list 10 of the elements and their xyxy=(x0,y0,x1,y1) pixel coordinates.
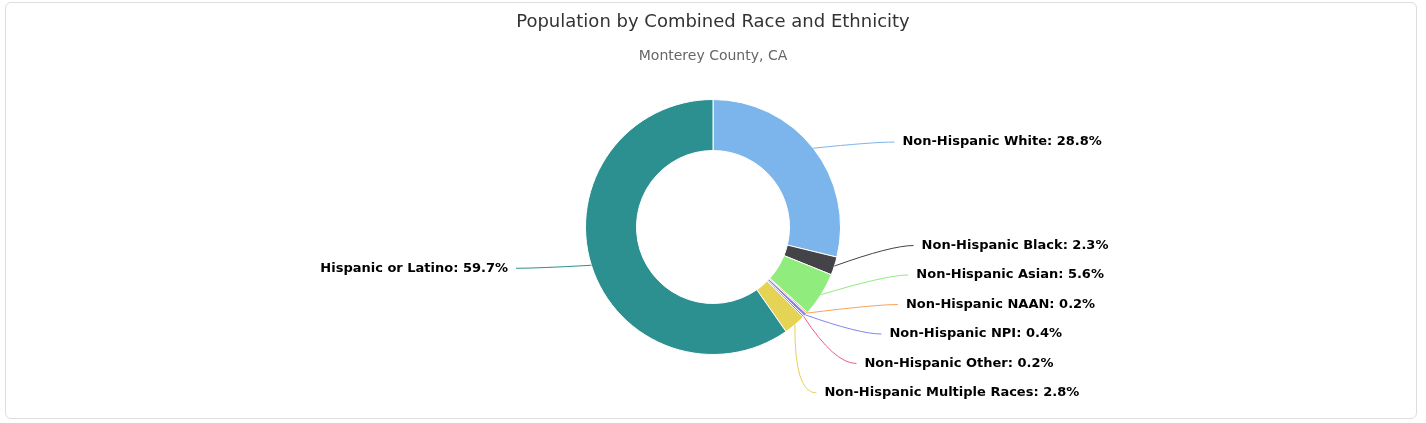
slice-label: Non-Hispanic Asian: 5.6% xyxy=(916,266,1104,282)
slice-label: Non-Hispanic Other: 0.2% xyxy=(864,354,1054,370)
slice-label: Non-Hispanic NAAN: 0.2% xyxy=(905,295,1096,311)
chart-subtitle: Monterey County, CA xyxy=(637,47,789,63)
slice-label: Non-Hispanic White: 28.8% xyxy=(902,133,1102,149)
slice-label: Non-Hispanic Multiple Races: 2.8% xyxy=(824,384,1080,400)
slice-label: Non-Hispanic Black: 2.3% xyxy=(921,236,1109,252)
slice-label: Non-Hispanic NPI: 0.4% xyxy=(889,325,1062,341)
slice-label: Hispanic or Latino: 59.7% xyxy=(320,259,509,275)
chart-title: Population by Combined Race and Ethnicity xyxy=(515,10,911,31)
